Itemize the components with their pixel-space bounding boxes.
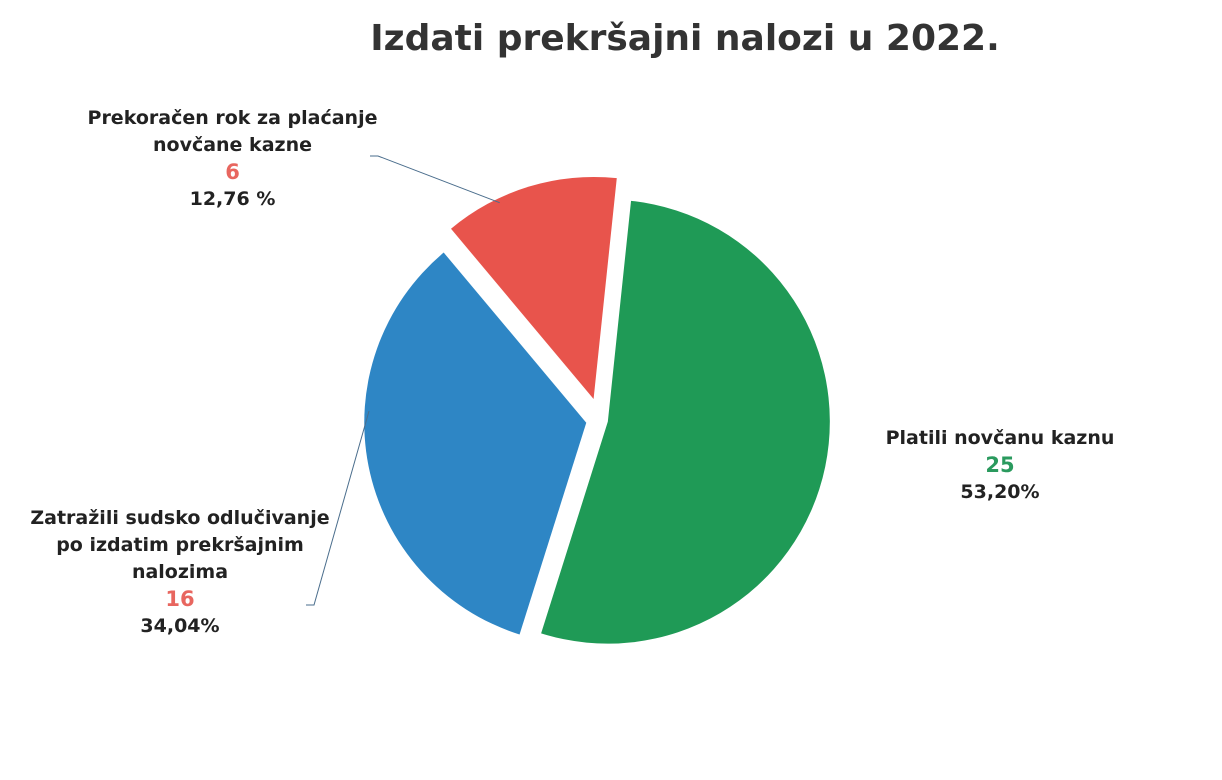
- percent-label: 53,20%: [960, 481, 1040, 503]
- slice-label: Zatražili sudsko odlučivanje po izdatim …: [30, 505, 330, 640]
- chart-title: Izdati prekršajni nalozi u 2022.: [370, 18, 1000, 59]
- slice-label: Platili novčanu kaznu 25 53,20%: [860, 425, 1140, 506]
- percent-label: 34,04%: [140, 615, 220, 637]
- value-label: 25: [985, 453, 1015, 477]
- category-label: Zatražili sudsko odlučivanje po izdatim …: [30, 507, 330, 583]
- category-label: Platili novčanu kaznu: [885, 427, 1115, 449]
- value-label: 6: [225, 160, 240, 184]
- pie-slice: [364, 252, 587, 635]
- leader-line: [370, 155, 500, 204]
- leader-line: [306, 410, 370, 606]
- category-label: Prekoračen rok za plaćanje novčane kazne: [87, 107, 378, 156]
- value-label: 16: [165, 587, 195, 611]
- percent-label: 12,76 %: [189, 188, 276, 210]
- pie-slice: [451, 176, 617, 399]
- pie-slice: [541, 200, 830, 644]
- slice-label: Prekoračen rok za plaćanje novčane kazne…: [60, 105, 405, 213]
